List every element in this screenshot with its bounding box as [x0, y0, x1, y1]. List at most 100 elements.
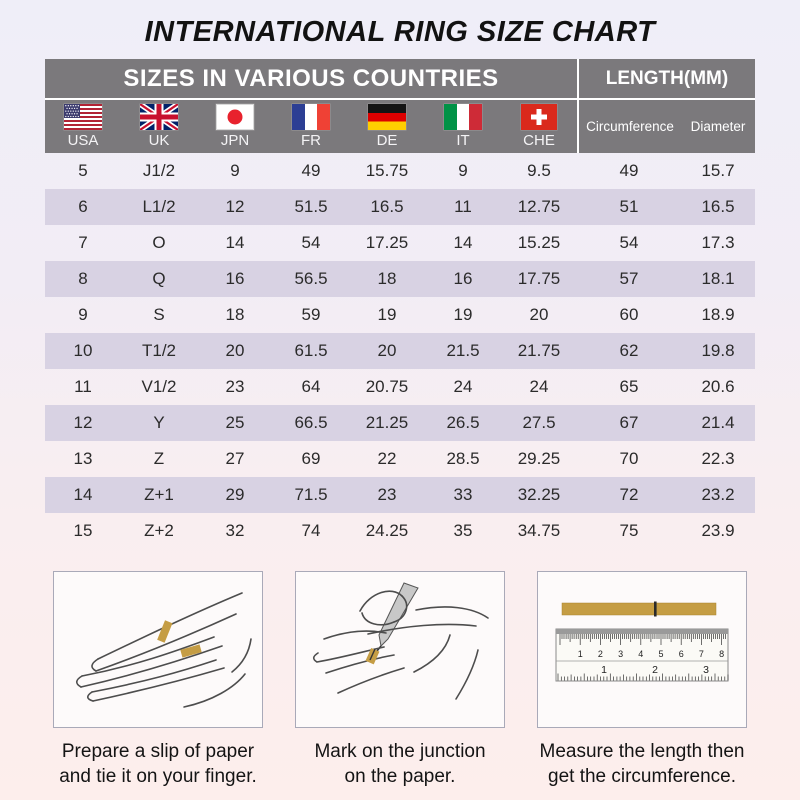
table-cell: 15.7 [701, 161, 735, 180]
table-cell: 32 [225, 521, 245, 540]
table-cell: 14 [453, 233, 473, 252]
circumference-column-header: Circumference [577, 100, 681, 153]
table-cell: 10 [73, 341, 93, 360]
table-cell: 12.75 [517, 197, 561, 216]
table-cell: 33 [453, 485, 473, 504]
instruction-caption-3: Measure the length then get the circumfe… [539, 741, 745, 787]
table-cell: L1/2 [142, 197, 176, 216]
table-cell: 18 [377, 269, 397, 288]
table-cell: 65 [619, 377, 639, 396]
uk-column-header: UK [121, 100, 197, 153]
table-cell: 64 [301, 377, 321, 396]
country-label: USA [67, 132, 99, 149]
table-cell: 74 [301, 521, 321, 540]
table-cell: 57 [619, 269, 639, 288]
table-cell: 22 [377, 449, 397, 468]
svg-text:8: 8 [719, 649, 724, 659]
table-cell: 25 [225, 413, 245, 432]
table-cell: 70 [619, 449, 639, 468]
table-cell: 23 [377, 485, 397, 504]
table-cell: 9 [458, 161, 468, 180]
table-cell: 71.5 [294, 485, 328, 504]
table-cell: 66.5 [294, 413, 328, 432]
table-cell: 9 [78, 305, 88, 324]
de-column-header: DE [349, 100, 425, 153]
country-label: UK [148, 132, 170, 149]
table-row: 10 T1/2 20 61.5 20 21.5 21.75 62 19.8 [45, 333, 755, 369]
table-row: 12 Y 25 66.5 21.25 26.5 27.5 67 21.4 [45, 405, 755, 441]
table-cell: 59 [301, 305, 321, 324]
table-row: 7 O 14 54 17.25 14 15.25 54 17.3 [45, 225, 755, 261]
table-cell: 51.5 [294, 197, 328, 216]
instruction-panel-2 [295, 571, 505, 728]
jpn-flag-icon [216, 103, 254, 130]
table-cell: 20 [225, 341, 245, 360]
uk-flag-icon [140, 103, 178, 130]
page-title: INTERNATIONAL RING SIZE CHART [144, 16, 656, 48]
table-cell: 60 [619, 305, 639, 324]
instruction-panel-1 [53, 571, 263, 728]
table-country-header-row: USA UK JPN FR DE IT CHE Circumference Diameter [45, 100, 755, 153]
measuring-instructions: Prepare a slip of paper and tie it on yo… [0, 571, 800, 789]
table-cell: 49 [301, 161, 321, 180]
svg-text:4: 4 [638, 649, 643, 659]
instruction-step-1: Prepare a slip of paper and tie it on yo… [42, 571, 274, 789]
it-flag-icon [444, 103, 482, 130]
table-cell: 11 [74, 377, 92, 396]
ruler-measuring-strip-icon: 1 2 3 4 5 6 7 8 1 2 3 [546, 577, 738, 722]
svg-text:2: 2 [652, 664, 658, 676]
table-body: 5 J1/2 9 49 15.75 9 9.5 49 15.7 6 L1/2 12 51.5 16.5 11… [45, 153, 755, 549]
table-cell: Y [153, 413, 165, 432]
it-column-header: IT [425, 100, 501, 153]
table-cell: 23 [225, 377, 245, 396]
table-cell: J1/2 [142, 161, 176, 180]
table-cell: 24 [453, 377, 473, 396]
table-cell: 75 [619, 521, 639, 540]
table-cell: 15.75 [365, 161, 409, 180]
country-label: CHE [523, 132, 555, 149]
table-cell: 5 [78, 161, 88, 180]
table-cell: 51 [619, 197, 639, 216]
table-cell: 14 [225, 233, 245, 252]
table-cell: 13 [73, 449, 93, 468]
table-cell: 23.9 [701, 521, 735, 540]
table-cell: 49 [619, 161, 639, 180]
table-cell: 12 [225, 197, 245, 216]
ring-size-table: SIZES IN VARIOUS COUNTRIES LENGTH(MM) US… [45, 59, 755, 549]
table-row: 5 J1/2 9 49 15.75 9 9.5 49 15.7 [45, 153, 755, 189]
table-cell: 24 [529, 377, 549, 396]
instruction-step-2: Mark on the junction on the paper. [284, 571, 516, 789]
table-cell: 24.25 [365, 521, 409, 540]
diameter-column-header: Diameter [690, 119, 746, 134]
table-row: 9 S 18 59 19 19 20 60 18.9 [45, 297, 755, 333]
che-flag-icon [521, 103, 557, 130]
table-cell: 34.75 [517, 521, 561, 540]
table-cell: 20 [377, 341, 397, 360]
table-cell: T1/2 [141, 341, 177, 360]
country-label: FR [301, 132, 321, 149]
table-cell: 21.4 [701, 413, 735, 432]
svg-text:5: 5 [658, 649, 663, 659]
table-cell: 16 [225, 269, 245, 288]
pen-marking-paper-icon [304, 577, 496, 722]
usa-flag-icon [64, 103, 102, 130]
svg-text:2: 2 [598, 649, 603, 659]
table-row: 11 V1/2 23 64 20.75 24 24 65 20.6 [45, 369, 755, 405]
svg-text:1: 1 [601, 664, 607, 676]
de-flag-icon [368, 103, 406, 130]
table-cell: 16 [453, 269, 473, 288]
table-cell: 7 [78, 233, 88, 252]
table-cell: O [152, 233, 166, 252]
table-row: 14 Z+1 29 71.5 23 33 32.25 72 23.2 [45, 477, 755, 513]
usa-column-header: USA [45, 100, 121, 153]
table-cell: Z+2 [144, 521, 174, 540]
svg-text:3: 3 [618, 649, 623, 659]
instruction-panel-3: 1 2 3 4 5 6 7 8 1 2 3 [537, 571, 747, 728]
instruction-caption-1: Prepare a slip of paper and tie it on yo… [59, 741, 257, 787]
hand-with-paper-strip-icon [62, 577, 254, 722]
svg-text:1: 1 [578, 649, 583, 659]
instruction-step-3: 1 2 3 4 5 6 7 8 1 2 3 Measure the length then get … [526, 571, 758, 789]
table-cell: 54 [301, 233, 321, 252]
length-section-header: LENGTH(MM) [577, 59, 755, 100]
